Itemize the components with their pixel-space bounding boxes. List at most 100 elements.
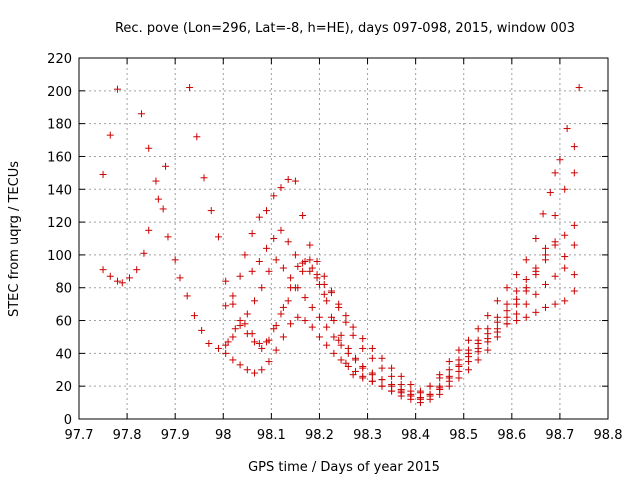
data-point <box>207 207 215 215</box>
data-point <box>556 156 564 164</box>
y-tick-label: 140 <box>47 183 72 198</box>
data-point <box>162 162 170 170</box>
y-tick-label: 100 <box>47 249 72 264</box>
data-point <box>513 300 521 308</box>
data-point <box>337 341 345 349</box>
data-point <box>397 387 405 395</box>
data-point <box>176 274 184 282</box>
data-point <box>522 287 530 295</box>
data-point <box>455 367 463 375</box>
data-point <box>407 381 415 389</box>
y-tick-label: 0 <box>64 413 72 428</box>
data-point <box>349 323 357 331</box>
data-point <box>561 185 569 193</box>
data-point <box>164 233 172 241</box>
data-point <box>299 259 307 267</box>
data-point <box>465 366 473 374</box>
data-point <box>330 333 338 341</box>
data-point <box>368 344 376 352</box>
data-point <box>503 300 511 308</box>
data-point <box>198 326 206 334</box>
data-point <box>287 320 295 328</box>
data-point <box>313 274 321 282</box>
data-point <box>493 297 501 305</box>
data-point <box>279 303 287 311</box>
data-point <box>474 356 482 364</box>
data-point <box>190 312 198 320</box>
data-point <box>474 348 482 356</box>
data-point <box>301 317 309 325</box>
grid <box>79 58 608 419</box>
data-point <box>539 210 547 218</box>
data-point <box>493 313 501 321</box>
data-point <box>532 264 540 272</box>
data-point <box>484 312 492 320</box>
data-point <box>522 256 530 264</box>
data-point <box>251 297 259 305</box>
data-point <box>378 382 386 390</box>
data-point <box>258 284 266 292</box>
x-tick-label: 98.7 <box>545 428 574 443</box>
data-point <box>145 144 153 152</box>
data-point <box>222 349 230 357</box>
data-point <box>474 325 482 333</box>
data-point <box>270 235 278 242</box>
data-point <box>265 336 273 344</box>
data-point <box>229 300 237 308</box>
data-point <box>503 313 511 321</box>
y-axis-title: STEC from uqrg / TECUs <box>7 161 22 317</box>
data-point <box>243 366 251 374</box>
data-point <box>416 387 424 395</box>
data-point <box>532 290 540 298</box>
data-point <box>551 241 559 249</box>
data-point <box>465 336 473 344</box>
data-point <box>248 230 256 238</box>
data-point <box>258 366 266 374</box>
axis-ticks: 97.7 97.8 97.9 98 98.1 98.2 98.3 98.4 98.5 98.6 98… <box>47 52 622 443</box>
data-point <box>125 274 133 282</box>
data-point <box>378 354 386 362</box>
data-point <box>229 356 237 364</box>
data-point <box>541 256 549 264</box>
data-point <box>484 338 492 346</box>
data-point <box>214 233 222 241</box>
data-points <box>99 84 583 407</box>
data-point <box>315 333 323 341</box>
x-tick-label: 98.4 <box>401 428 430 443</box>
data-point <box>503 320 511 328</box>
data-point <box>265 358 273 366</box>
data-point <box>113 277 121 285</box>
data-point <box>563 125 571 133</box>
data-point <box>493 328 501 336</box>
data-point <box>214 344 222 352</box>
data-point <box>344 362 352 370</box>
data-point <box>352 356 360 364</box>
data-point <box>378 376 386 384</box>
data-point <box>186 84 194 92</box>
x-tick-label: 98.2 <box>305 428 334 443</box>
y-tick-label: 180 <box>47 118 72 133</box>
data-point <box>503 284 511 292</box>
data-point <box>255 213 263 221</box>
data-point <box>299 267 307 275</box>
data-point <box>287 274 295 282</box>
data-point <box>222 277 230 285</box>
data-point <box>484 325 492 333</box>
x-tick-label: 98.3 <box>353 428 382 443</box>
data-point <box>455 356 463 364</box>
data-point <box>359 344 367 352</box>
x-tick-label: 98.5 <box>449 428 478 443</box>
data-point <box>171 256 179 264</box>
data-point <box>306 241 314 249</box>
data-point <box>513 287 521 295</box>
x-tick-label: 97.7 <box>65 428 94 443</box>
y-tick-label: 80 <box>55 282 72 297</box>
data-point <box>378 364 386 372</box>
data-point <box>323 341 331 349</box>
data-point <box>445 366 453 374</box>
data-point <box>368 369 376 377</box>
data-point <box>513 310 521 318</box>
x-tick-label: 98.8 <box>594 428 623 443</box>
x-tick-label: 97.8 <box>113 428 142 443</box>
